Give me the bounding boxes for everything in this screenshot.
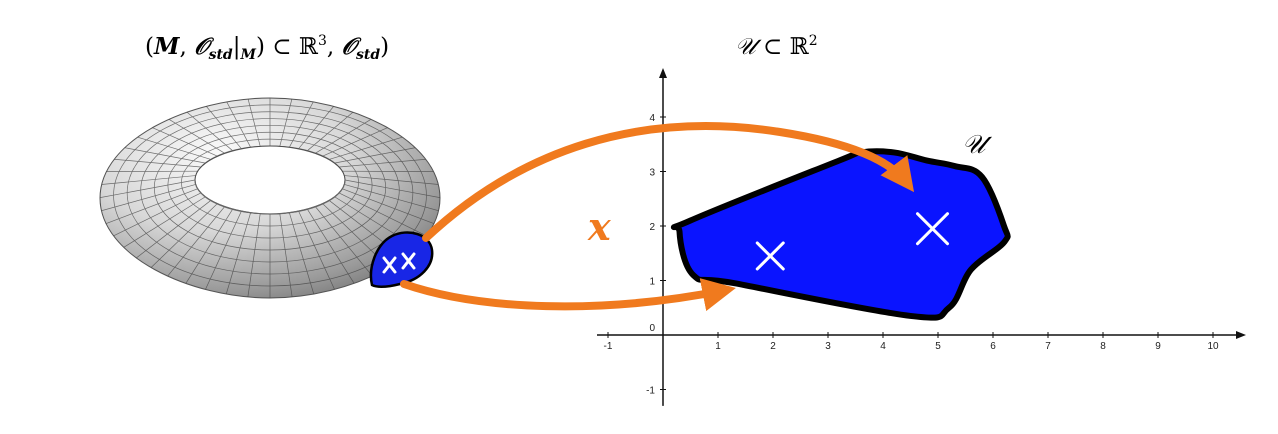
- x-axis-arrow: [1236, 331, 1246, 339]
- origin-label: 0: [649, 323, 655, 334]
- x-tick-label: 4: [880, 341, 886, 352]
- x-tick-label: 9: [1155, 341, 1161, 352]
- x-tick-label: 1: [715, 341, 721, 352]
- y-tick-label: 2: [649, 222, 655, 233]
- x-tick-label: 10: [1207, 341, 1219, 352]
- lower-arrow: [404, 284, 726, 306]
- x-tick-label: 6: [990, 341, 996, 352]
- x-tick-label: 7: [1045, 341, 1051, 352]
- map-label: x: [587, 204, 612, 249]
- y-axis-arrow: [659, 68, 667, 78]
- y-tick-label: 3: [649, 168, 655, 179]
- y-tick-label: 1: [649, 277, 655, 288]
- y-tick-label: -1: [646, 386, 655, 397]
- x-tick-label: 3: [825, 341, 831, 352]
- x-tick-label: 8: [1100, 341, 1106, 352]
- right-label: 𝒰 ⊂ ℝ2: [735, 33, 818, 60]
- region-label: 𝒰: [962, 130, 993, 160]
- x-tick-label: 5: [935, 341, 941, 352]
- x-tick-label: -1: [604, 341, 613, 352]
- x-tick-label: 2: [770, 341, 776, 352]
- left-label: (M, 𝒪std|M) ⊂ ℝ3, 𝒪std): [145, 33, 389, 63]
- y-tick-label: 4: [649, 113, 655, 124]
